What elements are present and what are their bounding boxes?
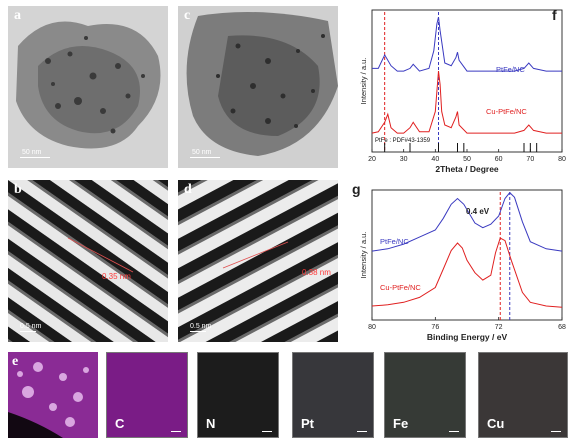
- scale-bar-a: [20, 157, 50, 158]
- x-tick-label: 68: [558, 324, 566, 331]
- element-map-fe: Fe: [384, 352, 466, 438]
- d-spacing-b: 0.35 nm: [102, 272, 131, 281]
- tem-texture-c: [178, 6, 338, 168]
- panel-letter-d: d: [184, 182, 192, 197]
- scale-label-b: 0.5 nm: [20, 323, 42, 330]
- x-tick-label: 20: [368, 156, 376, 163]
- x-tick-label: 80: [558, 156, 566, 163]
- x-axis-label: Binding Energy / eV: [427, 332, 508, 342]
- series-line-cu-ptfe-nc: [371, 237, 563, 308]
- map-scale-bar: [262, 431, 272, 432]
- xps-chart: g 80 76 72 68 Binding Energy / eV Intensity / …: [352, 181, 566, 342]
- fringe-pattern-b: [8, 180, 168, 342]
- fringe-pattern-d: [178, 180, 338, 342]
- d-spacing-d: 0.38 nm: [302, 268, 331, 277]
- binding-energy-shift-label: 0.4 eV: [466, 207, 490, 216]
- element-map-n: N: [197, 352, 279, 438]
- series-line-ptfe-nc: [371, 191, 563, 252]
- pdf-reference-label: PtFe : PDF#43-1359: [375, 138, 431, 144]
- scale-label-d: 0.5 nm: [190, 323, 212, 330]
- tem-image-c: c 50 nm: [178, 6, 338, 168]
- scale-label-a: 50 nm: [22, 149, 42, 156]
- hrtem-fringes-d: d 0.38 nm 0.5 nm: [178, 180, 338, 342]
- series-label-cu-ptfe-nc: Cu-PtFe/NC: [486, 107, 527, 116]
- x-axis-label: 2Theta / Degree: [435, 164, 499, 174]
- x-tick-label: 50: [463, 156, 471, 163]
- element-map-c: C: [106, 352, 188, 438]
- element-label-cu: Cu: [487, 416, 505, 431]
- scale-bar-c: [190, 157, 220, 158]
- panel-letter-c: c: [184, 8, 191, 23]
- panel-letter-g: g: [352, 181, 361, 197]
- panel-letter-b: b: [14, 182, 22, 197]
- element-label-fe: Fe: [393, 416, 409, 431]
- series-line-ptfe-nc: [372, 16, 562, 72]
- panel-letter-e: e: [12, 354, 19, 369]
- series-label-ptfe-nc: PtFe/NC: [496, 65, 525, 74]
- hrtem-fringes-b: b 0.35 nm 0.5 nm: [8, 180, 168, 342]
- map-scale-bar: [357, 431, 367, 432]
- map-scale-bar: [171, 431, 181, 432]
- element-label-n: N: [206, 416, 216, 431]
- tem-texture-a: [8, 6, 168, 168]
- x-tick-label: 80: [368, 324, 376, 331]
- element-label-pt: Pt: [301, 416, 314, 431]
- eds-composite-texture: [8, 352, 98, 438]
- scale-label-c: 50 nm: [192, 149, 212, 156]
- series-label-cu-ptfe-nc: Cu-PtFe/NC: [380, 283, 421, 292]
- map-scale-bar: [449, 431, 459, 432]
- xrd-chart: f 20 30 40 50 60 70 80 2Theta / Degree Intensity …: [359, 7, 566, 174]
- scale-bar-d: [190, 331, 206, 332]
- scale-bar-b: [20, 331, 36, 332]
- x-tick-label: 40: [431, 156, 439, 163]
- y-axis-label: Intensity / a.u.: [359, 232, 368, 279]
- x-tick-label: 76: [431, 324, 439, 331]
- x-tick-label: 72: [495, 324, 503, 331]
- map-scale-bar: [551, 431, 561, 432]
- element-map-pt: Pt: [292, 352, 374, 438]
- x-tick-label: 60: [495, 156, 503, 163]
- panel-letter-a: a: [14, 8, 21, 23]
- element-label-c: C: [115, 416, 125, 431]
- series-line-cu-ptfe-nc: [371, 71, 562, 134]
- x-tick-label: 70: [526, 156, 534, 163]
- panel-letter-f: f: [552, 7, 557, 23]
- series-label-ptfe-nc: PtFe/NC: [380, 237, 409, 246]
- eds-composite-e: e: [8, 352, 98, 438]
- element-map-cu: Cu: [478, 352, 568, 438]
- y-axis-label: Intensity / a.u.: [359, 58, 368, 105]
- tem-image-a: a 50 nm: [8, 6, 168, 168]
- x-tick-label: 30: [400, 156, 408, 163]
- plot-frame: [371, 189, 563, 321]
